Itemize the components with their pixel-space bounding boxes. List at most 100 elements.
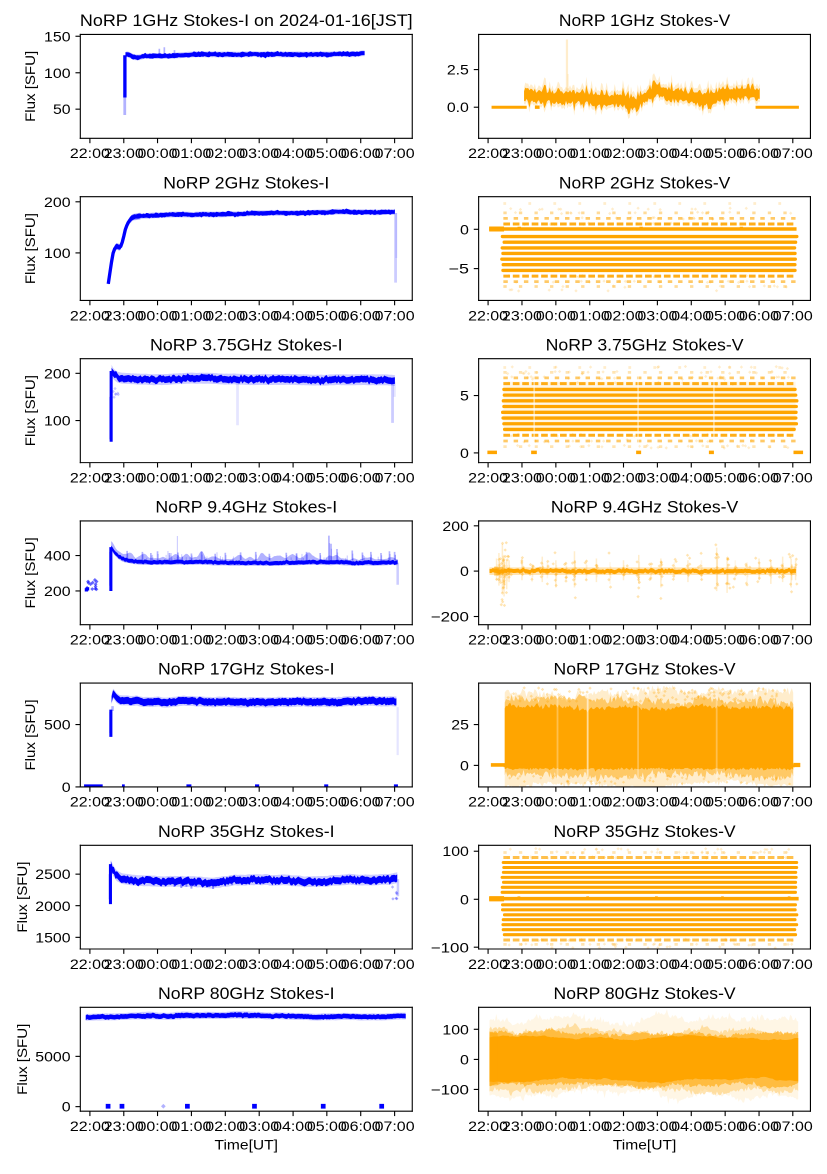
svg-text:07:00: 07:00 [375, 956, 415, 972]
svg-text:01:00: 01:00 [570, 956, 610, 972]
svg-text:23:00: 23:00 [104, 632, 144, 648]
svg-text:04:00: 04:00 [671, 794, 711, 810]
svg-text:22:00: 22:00 [70, 794, 110, 810]
svg-text:03:00: 03:00 [637, 956, 677, 972]
svg-text:06:00: 06:00 [341, 956, 381, 972]
svg-text:02:00: 02:00 [205, 794, 245, 810]
svg-text:100: 100 [44, 413, 71, 429]
svg-text:NoRP 3.75GHz Stokes-V: NoRP 3.75GHz Stokes-V [546, 335, 745, 354]
svg-text:04:00: 04:00 [273, 794, 313, 810]
svg-text:0: 0 [62, 1099, 71, 1115]
svg-text:06:00: 06:00 [739, 1118, 779, 1134]
svg-text:23:00: 23:00 [104, 1118, 144, 1134]
svg-text:06:00: 06:00 [341, 794, 381, 810]
svg-text:03:00: 03:00 [239, 1118, 279, 1134]
svg-text:07:00: 07:00 [773, 1118, 813, 1134]
svg-text:00:00: 00:00 [138, 145, 178, 161]
svg-text:23:00: 23:00 [104, 307, 144, 323]
svg-text:200: 200 [442, 518, 469, 534]
svg-text:02:00: 02:00 [603, 794, 643, 810]
svg-text:NoRP 17GHz Stokes-V: NoRP 17GHz Stokes-V [554, 660, 737, 679]
svg-text:06:00: 06:00 [739, 145, 779, 161]
svg-text:00:00: 00:00 [138, 794, 178, 810]
svg-text:NoRP 9.4GHz Stokes-V: NoRP 9.4GHz Stokes-V [551, 498, 739, 517]
svg-text:23:00: 23:00 [502, 794, 542, 810]
svg-text:03:00: 03:00 [637, 307, 677, 323]
svg-text:01:00: 01:00 [171, 1118, 211, 1134]
svg-text:23:00: 23:00 [502, 469, 542, 485]
svg-text:100: 100 [44, 65, 71, 81]
svg-text:22:00: 22:00 [70, 1118, 110, 1134]
svg-text:07:00: 07:00 [773, 794, 813, 810]
svg-text:00:00: 00:00 [138, 307, 178, 323]
svg-text:22:00: 22:00 [468, 1118, 508, 1134]
svg-text:5: 5 [460, 388, 469, 404]
svg-text:500: 500 [44, 717, 71, 733]
svg-text:02:00: 02:00 [603, 307, 643, 323]
svg-text:25: 25 [451, 717, 469, 733]
svg-text:03:00: 03:00 [637, 632, 677, 648]
svg-text:NoRP 80GHz Stokes-V: NoRP 80GHz Stokes-V [554, 984, 737, 1003]
svg-text:0: 0 [460, 757, 469, 773]
svg-text:00:00: 00:00 [536, 632, 576, 648]
svg-text:02:00: 02:00 [603, 145, 643, 161]
svg-text:NoRP 80GHz Stokes-I: NoRP 80GHz Stokes-I [158, 984, 335, 1003]
svg-text:Flux [SFU]: Flux [SFU] [14, 862, 30, 933]
svg-text:07:00: 07:00 [375, 1118, 415, 1134]
svg-text:07:00: 07:00 [375, 145, 415, 161]
svg-text:0: 0 [460, 891, 469, 907]
svg-text:Flux [SFU]: Flux [SFU] [22, 699, 38, 770]
svg-text:05:00: 05:00 [307, 956, 347, 972]
svg-text:06:00: 06:00 [739, 307, 779, 323]
svg-text:05:00: 05:00 [307, 469, 347, 485]
svg-text:Flux [SFU]: Flux [SFU] [22, 51, 38, 122]
svg-text:05:00: 05:00 [307, 145, 347, 161]
svg-text:0: 0 [460, 1051, 469, 1067]
svg-text:04:00: 04:00 [671, 632, 711, 648]
svg-text:04:00: 04:00 [273, 145, 313, 161]
svg-text:−5: −5 [448, 261, 469, 277]
svg-text:05:00: 05:00 [705, 956, 745, 972]
svg-text:06:00: 06:00 [739, 956, 779, 972]
svg-text:22:00: 22:00 [70, 632, 110, 648]
svg-text:100: 100 [442, 843, 469, 859]
svg-text:00:00: 00:00 [138, 1118, 178, 1134]
svg-text:05:00: 05:00 [705, 794, 745, 810]
svg-text:−100: −100 [431, 1081, 470, 1097]
svg-text:23:00: 23:00 [104, 794, 144, 810]
svg-text:NoRP 35GHz Stokes-I: NoRP 35GHz Stokes-I [158, 822, 335, 841]
svg-text:06:00: 06:00 [341, 632, 381, 648]
svg-text:2.5: 2.5 [447, 62, 469, 78]
svg-text:22:00: 22:00 [70, 307, 110, 323]
svg-text:06:00: 06:00 [739, 794, 779, 810]
svg-text:04:00: 04:00 [671, 469, 711, 485]
svg-text:1500: 1500 [35, 929, 71, 945]
svg-text:200: 200 [44, 583, 71, 599]
svg-text:2000: 2000 [35, 898, 71, 914]
svg-text:07:00: 07:00 [773, 956, 813, 972]
svg-text:23:00: 23:00 [104, 145, 144, 161]
svg-text:07:00: 07:00 [773, 632, 813, 648]
svg-text:22:00: 22:00 [70, 956, 110, 972]
svg-text:22:00: 22:00 [468, 469, 508, 485]
svg-text:06:00: 06:00 [739, 469, 779, 485]
svg-text:05:00: 05:00 [307, 1118, 347, 1134]
svg-text:03:00: 03:00 [239, 632, 279, 648]
svg-text:07:00: 07:00 [375, 469, 415, 485]
svg-text:06:00: 06:00 [341, 1118, 381, 1134]
svg-text:100: 100 [44, 245, 71, 261]
svg-text:−100: −100 [431, 939, 470, 955]
svg-text:07:00: 07:00 [375, 632, 415, 648]
svg-text:00:00: 00:00 [138, 632, 178, 648]
svg-text:07:00: 07:00 [375, 794, 415, 810]
svg-text:23:00: 23:00 [104, 469, 144, 485]
svg-text:02:00: 02:00 [603, 469, 643, 485]
svg-text:04:00: 04:00 [273, 632, 313, 648]
svg-text:01:00: 01:00 [570, 632, 610, 648]
svg-text:05:00: 05:00 [307, 632, 347, 648]
svg-text:Time[UT]: Time[UT] [613, 1136, 676, 1152]
svg-text:01:00: 01:00 [171, 632, 211, 648]
svg-text:22:00: 22:00 [468, 956, 508, 972]
svg-text:01:00: 01:00 [570, 307, 610, 323]
svg-text:05:00: 05:00 [705, 469, 745, 485]
